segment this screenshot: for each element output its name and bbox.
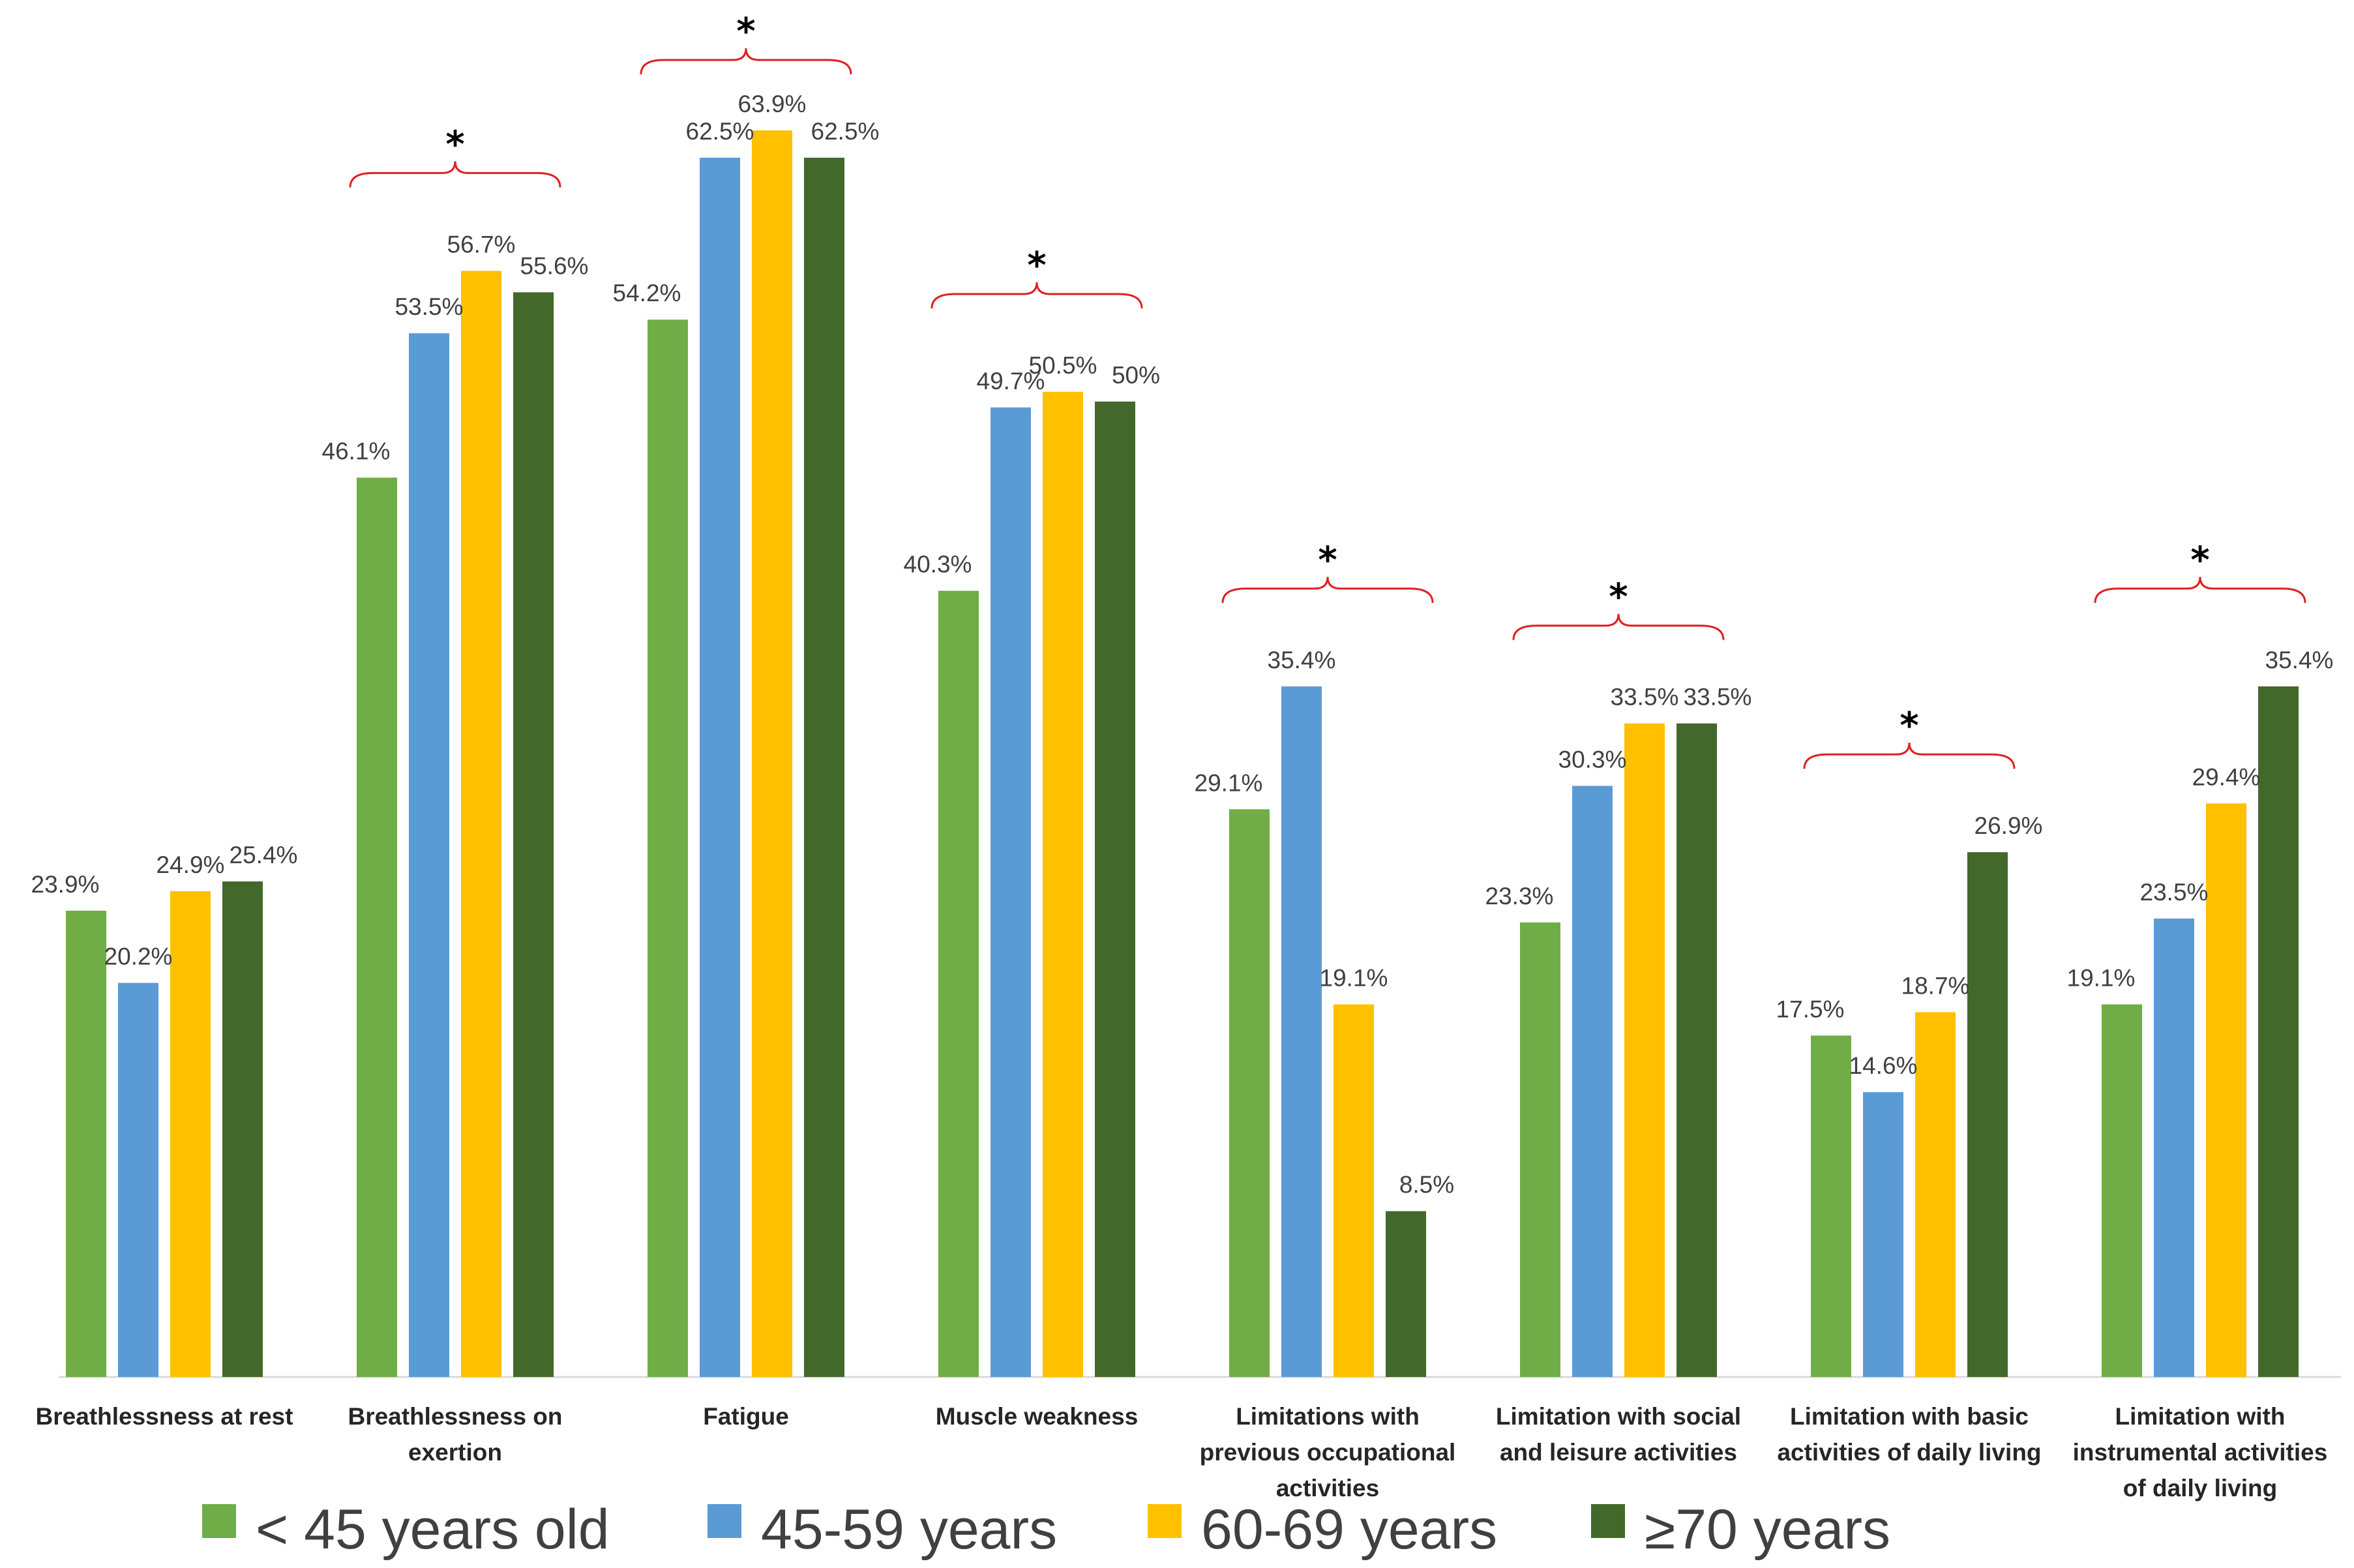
bar-70-years-cat-6 xyxy=(1967,852,2008,1377)
data-label-70-years-cat-3: 50% xyxy=(1112,362,1160,389)
data-label-70-years-cat-4: 8.5% xyxy=(1399,1172,1454,1198)
data-label-60-69-years-cat-5: 33.5% xyxy=(1611,684,1679,711)
significance-star-cat-1: * xyxy=(445,123,464,166)
bar-60-69-years-cat-7 xyxy=(2206,803,2246,1377)
category-label-1-line-1: exertion xyxy=(408,1439,502,1466)
data-label-70-years-cat-7: 35.4% xyxy=(2265,647,2334,673)
category-label-7-line-1: instrumental activities xyxy=(2073,1439,2328,1466)
bar-60-69-years-cat-3 xyxy=(1043,391,1083,1378)
data-label-60-69-years-cat-3: 50.5% xyxy=(1029,352,1097,379)
category-label-6-line-1: activities of daily living xyxy=(1777,1439,2041,1466)
bar-45-years-old-cat-2 xyxy=(648,319,688,1378)
category-label-0-line-0: Breathlessness at rest xyxy=(36,1403,293,1430)
data-label-45-59-years-cat-7: 23.5% xyxy=(2140,879,2209,906)
data-label-60-69-years-cat-2: 63.9% xyxy=(738,91,807,117)
significance-star-cat-2: * xyxy=(736,10,755,53)
bar-60-69-years-cat-5 xyxy=(1624,723,1665,1377)
bar-70-years-cat-7 xyxy=(2258,686,2299,1377)
data-label-70-years-cat-6: 26.9% xyxy=(1974,812,2043,839)
data-label-60-69-years-cat-1: 56.7% xyxy=(447,231,516,258)
legend-swatch-70-years xyxy=(1591,1504,1625,1538)
bar-70-years-cat-4 xyxy=(1386,1211,1426,1377)
bar-70-years-cat-2 xyxy=(804,157,844,1377)
data-label-45-years-old-cat-6: 17.5% xyxy=(1776,996,1845,1022)
data-label-45-years-old-cat-5: 23.3% xyxy=(1485,883,1554,910)
data-label-70-years-cat-5: 33.5% xyxy=(1684,684,1752,711)
data-label-45-59-years-cat-0: 20.2% xyxy=(104,943,173,970)
legend-label-45-years-old: < 45 years old xyxy=(256,1498,610,1561)
bar-45-years-old-cat-0 xyxy=(66,910,106,1377)
bar-45-years-old-cat-4 xyxy=(1229,809,1270,1377)
significance-brace-cat-2 xyxy=(640,48,852,75)
bar-70-years-cat-1 xyxy=(513,292,554,1377)
bar-60-69-years-cat-0 xyxy=(170,891,211,1377)
legend-swatch-45-59-years xyxy=(708,1504,741,1538)
legend-label-45-59-years: 45-59 years xyxy=(761,1498,1057,1561)
data-label-45-years-old-cat-1: 46.1% xyxy=(322,438,391,465)
data-label-45-years-old-cat-2: 54.2% xyxy=(613,280,681,306)
bar-45-years-old-cat-6 xyxy=(1811,1035,1851,1377)
data-label-70-years-cat-0: 25.4% xyxy=(230,842,298,868)
data-label-45-years-old-cat-0: 23.9% xyxy=(31,871,100,898)
bar-60-69-years-cat-4 xyxy=(1333,1004,1374,1377)
category-label-5-line-1: and leisure activities xyxy=(1500,1439,1737,1466)
data-label-45-59-years-cat-2: 62.5% xyxy=(686,118,754,145)
legend-swatch-45-years-old xyxy=(202,1504,236,1538)
bar-45-years-old-cat-5 xyxy=(1520,922,1560,1377)
bar-45-59-years-cat-0 xyxy=(118,983,158,1377)
legend-swatch-60-69-years xyxy=(1148,1504,1182,1538)
bar-45-59-years-cat-3 xyxy=(991,407,1031,1377)
bar-45-years-old-cat-1 xyxy=(357,477,397,1377)
data-label-60-69-years-cat-0: 24.9% xyxy=(156,851,225,878)
bar-60-69-years-cat-1 xyxy=(461,271,501,1377)
significance-brace-cat-7 xyxy=(2094,576,2306,603)
bar-45-59-years-cat-5 xyxy=(1572,786,1613,1377)
category-label-1-line-0: Breathlessness on xyxy=(348,1403,562,1430)
significance-star-cat-7: * xyxy=(2190,539,2209,582)
category-label-2-line-0: Fatigue xyxy=(703,1403,789,1430)
bar-45-59-years-cat-1 xyxy=(409,333,449,1377)
data-label-70-years-cat-2: 62.5% xyxy=(811,118,880,145)
data-label-45-59-years-cat-5: 30.3% xyxy=(1558,746,1627,773)
data-label-60-69-years-cat-6: 18.7% xyxy=(1901,972,1970,999)
data-label-45-59-years-cat-3: 49.7% xyxy=(977,368,1045,394)
bar-70-years-cat-3 xyxy=(1095,401,1135,1377)
category-label-6-line-0: Limitation with basic xyxy=(1790,1403,2029,1430)
category-label-3-line-0: Muscle weakness xyxy=(936,1403,1139,1430)
legend-label-60-69-years: 60-69 years xyxy=(1201,1498,1497,1561)
data-label-45-years-old-cat-7: 19.1% xyxy=(2067,964,2136,991)
data-label-60-69-years-cat-4: 19.1% xyxy=(1320,964,1388,991)
data-label-45-59-years-cat-1: 53.5% xyxy=(395,293,464,320)
category-label-4-line-2: activities xyxy=(1276,1475,1379,1501)
legend-label-70-years: ≥70 years xyxy=(1645,1498,1890,1561)
bar-70-years-cat-0 xyxy=(222,881,263,1377)
category-label-4-line-1: previous occupational xyxy=(1200,1439,1456,1466)
bar-45-59-years-cat-4 xyxy=(1281,686,1322,1377)
data-label-60-69-years-cat-7: 29.4% xyxy=(2192,763,2261,790)
data-label-45-59-years-cat-4: 35.4% xyxy=(1268,647,1336,673)
data-label-45-years-old-cat-4: 29.1% xyxy=(1195,769,1263,796)
significance-star-cat-4: * xyxy=(1318,539,1337,582)
bar-45-59-years-cat-7 xyxy=(2154,918,2194,1377)
bar-60-69-years-cat-6 xyxy=(1915,1012,1956,1377)
data-label-70-years-cat-1: 55.6% xyxy=(520,252,589,279)
bar-45-59-years-cat-6 xyxy=(1863,1092,1903,1377)
category-label-5-line-0: Limitation with social xyxy=(1496,1403,1741,1430)
significance-star-cat-3: * xyxy=(1027,244,1046,287)
bar-60-69-years-cat-2 xyxy=(752,130,792,1377)
bar-70-years-cat-5 xyxy=(1676,723,1717,1377)
category-label-7-line-0: Limitation with xyxy=(2115,1403,2285,1430)
bar-45-59-years-cat-2 xyxy=(700,157,740,1377)
significance-brace-cat-1 xyxy=(349,161,561,188)
bar-45-years-old-cat-3 xyxy=(938,591,979,1378)
significance-brace-cat-4 xyxy=(1221,576,1434,603)
data-label-45-59-years-cat-6: 14.6% xyxy=(1849,1052,1918,1079)
significance-star-cat-5: * xyxy=(1609,576,1628,619)
data-label-45-years-old-cat-3: 40.3% xyxy=(904,551,972,578)
bar-45-years-old-cat-7 xyxy=(2102,1004,2142,1377)
category-label-7-line-2: of daily living xyxy=(2123,1475,2277,1501)
category-label-4-line-0: Limitations with xyxy=(1236,1403,1420,1430)
significance-star-cat-6: * xyxy=(1900,705,1918,747)
